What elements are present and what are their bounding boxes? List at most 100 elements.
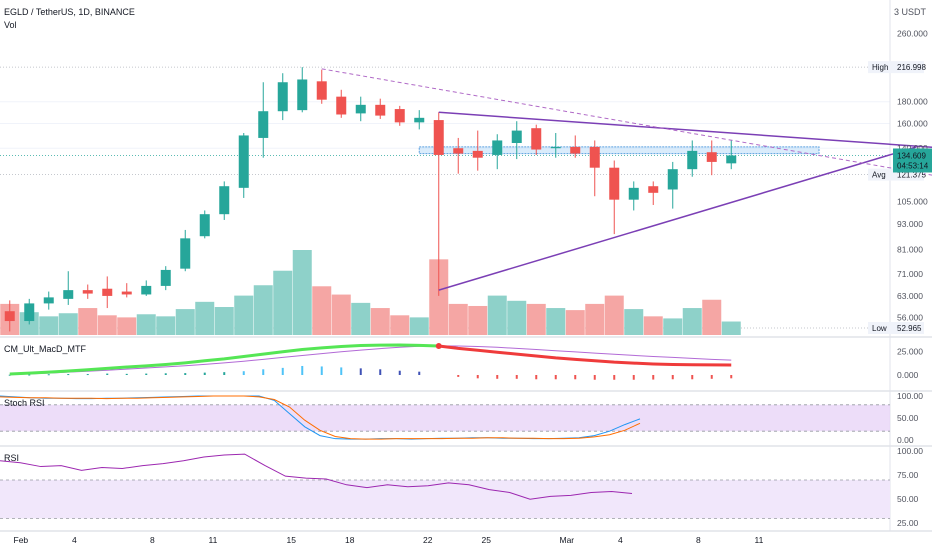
- macd-histogram-bar: [379, 369, 382, 375]
- candle-body: [82, 290, 93, 294]
- stoch-rsi-pane: 100.00 50.00 0.00: [0, 391, 923, 445]
- macd-histogram-bar: [106, 373, 109, 375]
- low-price-label: Low 52.965: [868, 322, 924, 335]
- candle-body: [160, 269, 171, 286]
- rsi-band: [0, 480, 890, 519]
- macd-histogram-bar: [281, 367, 284, 375]
- triangle-trendline: [438, 146, 917, 291]
- high-price-label-value: 216.998: [897, 63, 926, 72]
- candle-body: [238, 135, 249, 188]
- high-price-label-name: High: [872, 63, 888, 72]
- macd-histogram-bar: [203, 372, 206, 375]
- candle-body: [687, 150, 698, 170]
- macd-histogram-bar: [28, 374, 31, 376]
- avg-price-label-value: 121.375: [897, 171, 926, 180]
- stoch-title: Stoch RSI: [4, 398, 45, 408]
- volume-bar: [97, 315, 117, 335]
- candle-body: [63, 290, 74, 299]
- volume-label: Vol: [4, 20, 17, 30]
- macd-histogram-bar: [496, 375, 499, 379]
- macd-histogram-bar: [671, 375, 674, 380]
- volume-bar: [156, 316, 176, 335]
- price-labels: High 216.998 Avg 121.375 Low 52.965 134.60904:…: [868, 61, 932, 335]
- macd-tick-label: 0.000: [897, 370, 919, 380]
- volume-bar: [565, 310, 585, 335]
- volume-bar: [682, 308, 702, 335]
- high-price-label: High 216.998: [868, 61, 926, 74]
- low-price-label-bg: [868, 322, 924, 335]
- candle-body: [219, 186, 230, 215]
- rsi-tick-label: 25.00: [897, 518, 919, 528]
- time-tick-label: 25: [482, 535, 492, 545]
- candle-body: [102, 288, 113, 296]
- macd-pane: 25.000 0.000: [8, 343, 923, 380]
- candle-body: [472, 150, 483, 158]
- volume-bar: [136, 314, 156, 335]
- candle-body: [277, 82, 288, 112]
- volume-bar: [409, 317, 429, 335]
- candle-body: [414, 117, 425, 123]
- macd-histogram-bar: [67, 374, 70, 376]
- volume-bar: [643, 316, 663, 335]
- price-tick-label: 140.000: [897, 143, 928, 153]
- last-price-badge-bg: [893, 148, 932, 173]
- volume-bar: [351, 302, 371, 335]
- stoch-tick-label: 0.00: [897, 435, 914, 445]
- candle-body: [258, 111, 269, 138]
- candle-body: [375, 104, 386, 116]
- volume-bar: [234, 295, 254, 335]
- candle-body: [24, 303, 35, 322]
- macd-line-falling: [438, 344, 732, 367]
- time-tick-label: Feb: [14, 535, 29, 545]
- volume-bar: [214, 307, 234, 335]
- macd-histogram-bar: [262, 369, 265, 375]
- candle-body: [609, 167, 620, 200]
- volume-bar: [253, 285, 273, 335]
- candle-body: [355, 104, 366, 114]
- price-tick-label: 71.000: [897, 269, 923, 279]
- price-tick-label: 56.000: [897, 313, 923, 323]
- time-tick-label: 22: [423, 535, 433, 545]
- consolidation-zone[interactable]: [418, 146, 820, 155]
- volume-bar: [721, 321, 741, 335]
- volume-bar: [390, 315, 410, 335]
- macd-histogram-bar: [457, 375, 460, 377]
- candle-body: [589, 146, 600, 168]
- time-tick-label: 11: [209, 535, 218, 545]
- volume-bar: [448, 303, 468, 335]
- low-price-label-name: Low: [872, 324, 887, 333]
- macd-histogram-bar: [613, 375, 616, 380]
- countdown-timer: 04:53:14: [897, 161, 929, 170]
- candle-body: [316, 81, 327, 100]
- macd-histogram-bar: [184, 373, 187, 375]
- zone-rect: [418, 146, 820, 155]
- candle-body: [667, 169, 678, 190]
- price-axis[interactable]: 260.000 180.000 160.000 140.000 105.000 93.00…: [897, 29, 928, 323]
- time-tick-label: Mar: [560, 535, 575, 545]
- stoch-band: [0, 404, 890, 432]
- stoch-tick-label: 50.00: [897, 413, 919, 423]
- candle-body: [394, 109, 405, 123]
- price-tick-label: 81.000: [897, 244, 923, 254]
- macd-histogram-bar: [554, 375, 557, 380]
- macd-histogram-bar: [8, 374, 11, 376]
- last-price-value: 134.609: [897, 151, 926, 160]
- candle-body: [43, 297, 54, 304]
- volume-bar: [273, 270, 293, 335]
- volume-bar: [39, 316, 59, 335]
- price-tick-label: 63.000: [897, 291, 923, 301]
- macd-histogram-bar: [164, 373, 167, 375]
- macd-title: CM_Ult_MacD_MTF: [4, 344, 87, 354]
- macd-cross-dot: [435, 343, 442, 350]
- volume-bar: [78, 308, 98, 335]
- currency-badge[interactable]: 3 USDT: [893, 7, 926, 17]
- symbol-title: EGLD / TetherUS, 1D, BINANCE: [4, 7, 135, 17]
- volume-bar: [663, 318, 683, 335]
- candle-body: [453, 148, 464, 154]
- candle-body: [706, 152, 717, 162]
- macd-histogram-bar: [593, 375, 596, 380]
- time-axis[interactable]: Feb 4 8 11 15 18 22 25 Mar 4 8 11: [14, 535, 764, 545]
